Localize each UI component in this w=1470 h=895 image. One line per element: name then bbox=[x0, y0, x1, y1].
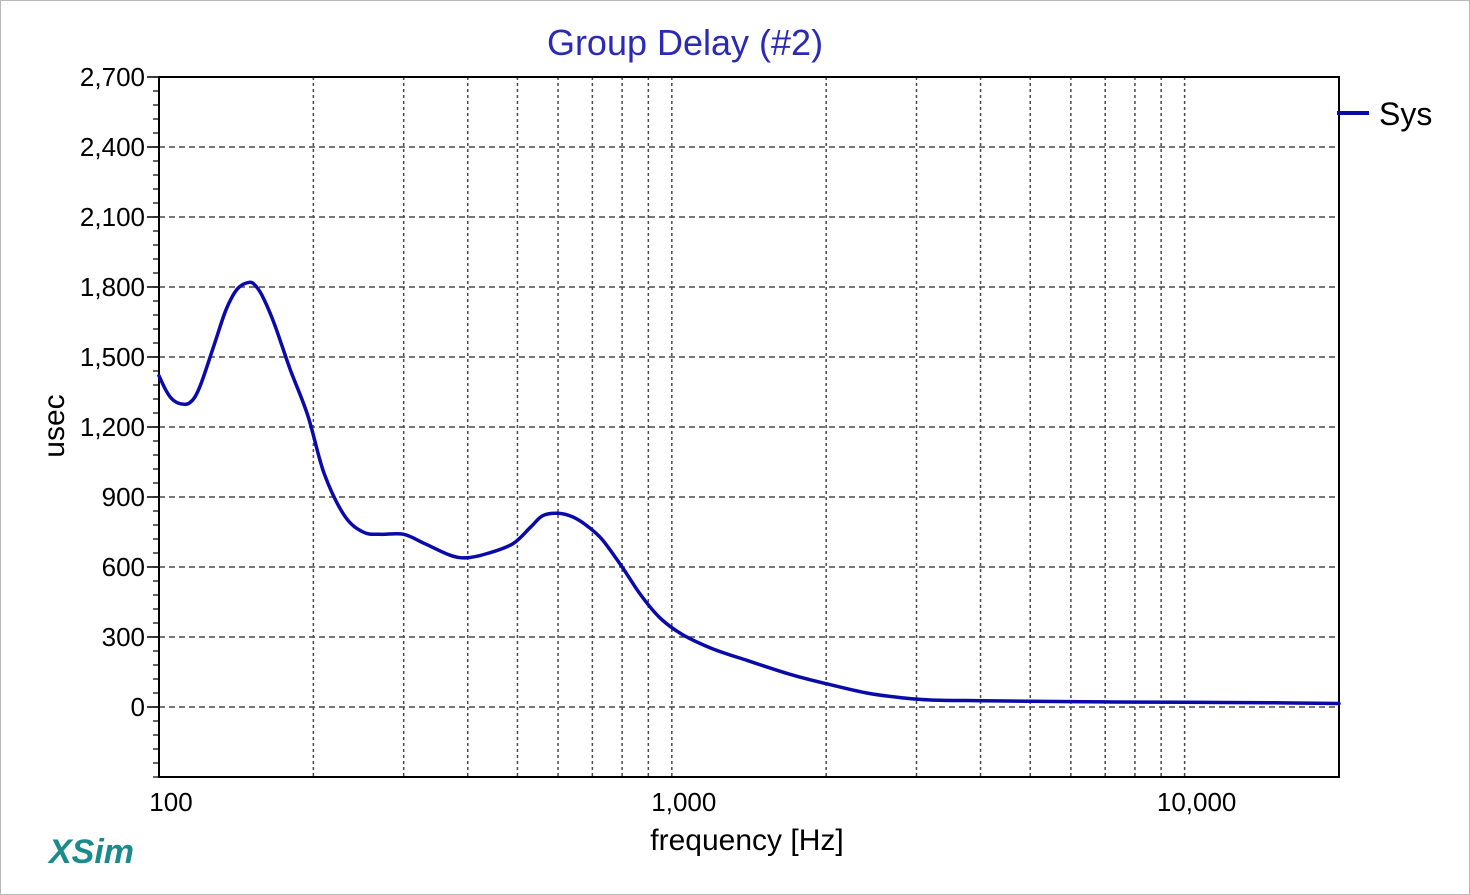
x-tick-label: 10,000 bbox=[1157, 787, 1237, 817]
x-tick-label: 1,000 bbox=[651, 787, 716, 817]
legend-label-sys: Sys bbox=[1379, 96, 1432, 132]
chart-title: Group Delay (#2) bbox=[547, 22, 823, 63]
x-tick-label: 100 bbox=[149, 787, 192, 817]
y-tick-label: 2,400 bbox=[80, 132, 145, 162]
grid-lines bbox=[159, 77, 1339, 777]
y-tick-label: 2,700 bbox=[80, 62, 145, 92]
x-tick-labels: 100 1,000 10,000 bbox=[149, 787, 1236, 817]
xsim-logo: XSim bbox=[49, 833, 135, 871]
y-tick-label: 600 bbox=[102, 552, 145, 582]
y-tick-label: 1,800 bbox=[80, 272, 145, 302]
y-tick-label: 0 bbox=[131, 692, 145, 722]
y-tick-label: 1,200 bbox=[80, 412, 145, 442]
y-tick-label: 1,500 bbox=[80, 342, 145, 372]
y-axis-label: usec bbox=[38, 394, 71, 457]
series-line-sys bbox=[157, 280, 1341, 706]
x-axis-label: frequency [Hz] bbox=[650, 824, 843, 857]
y-tick-label: 2,100 bbox=[80, 202, 145, 232]
y-tick-labels: 0 300 600 900 1,200 1,500 1,800 2,100 2,400 2,700 bbox=[80, 62, 145, 722]
y-minor-ticks bbox=[147, 76, 159, 778]
y-tick-label: 300 bbox=[102, 622, 145, 652]
y-tick-label: 900 bbox=[102, 482, 145, 512]
